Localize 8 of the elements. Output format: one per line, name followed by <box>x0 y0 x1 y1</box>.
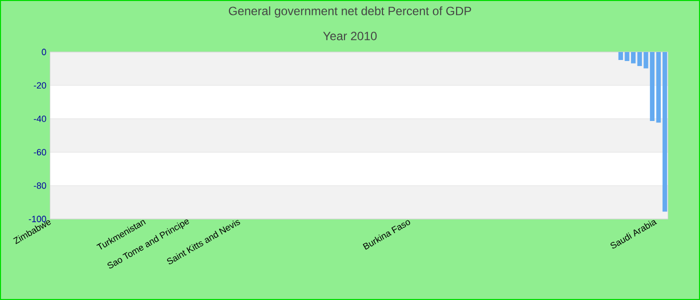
y-tick-label: -20 <box>34 82 46 89</box>
y-tick-label: -40 <box>34 116 46 122</box>
y-tick-label: -80 <box>34 182 46 189</box>
y-tick-label: 0 <box>42 48 46 56</box>
chart-title: General government net debt Percent of GDP <box>228 6 472 18</box>
y-tick-label: -100 <box>28 216 46 222</box>
y-tick-label: -60 <box>34 149 46 156</box>
chart-subtitle: Year 2010 <box>323 32 377 40</box>
